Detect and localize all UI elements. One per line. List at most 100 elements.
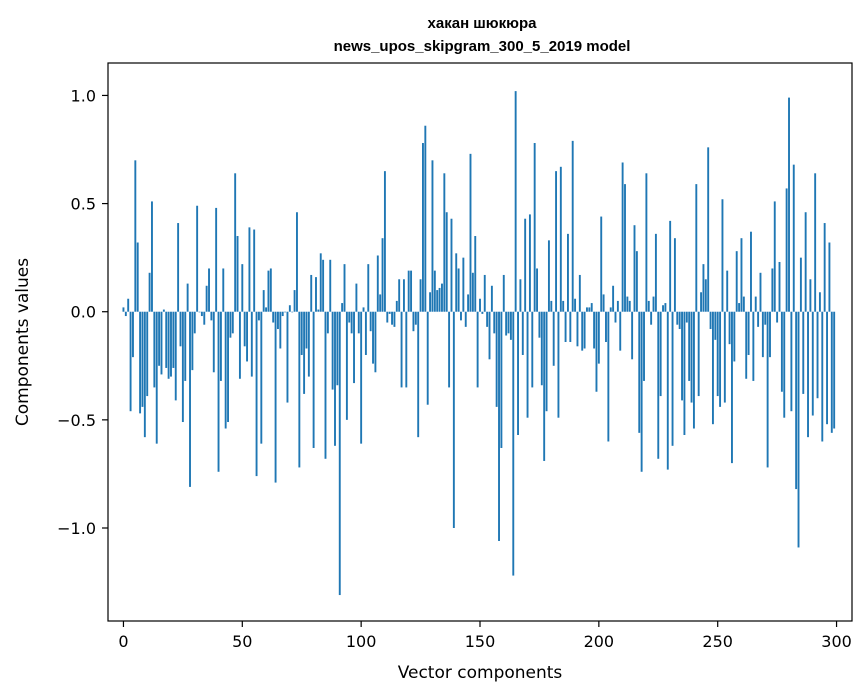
bar [626,296,629,312]
bar [407,270,410,312]
bar [735,251,738,312]
bar [200,311,203,317]
bar [569,311,572,342]
bar [600,216,603,312]
bar [533,143,536,312]
bar [436,290,439,312]
bar [305,311,308,349]
bar [393,311,396,327]
bar [586,307,588,312]
bar [540,311,543,386]
x-axis-ticks: 0 50 100 150 200 250 300 [118,621,852,651]
bar [531,311,534,388]
bar [262,290,265,312]
bar [557,311,560,418]
x-tick-label: 50 [232,632,252,651]
bar [274,311,277,483]
bar [552,311,555,366]
bar [307,311,310,377]
bar [721,199,724,312]
bar [795,311,798,490]
bar [662,305,664,312]
bar [217,311,220,472]
bar [766,311,769,468]
bar [288,305,291,312]
y-axis-label: Components values [13,258,33,426]
bar [391,311,393,325]
bar [833,311,836,429]
bar [773,201,776,312]
bar [562,300,565,312]
bar [609,307,612,312]
bar [360,311,363,444]
bar [265,307,268,312]
bar [547,240,550,312]
bar [257,311,260,321]
bar [286,311,289,403]
bar [414,311,417,325]
bar [605,311,607,342]
bar [709,311,712,330]
bar [769,311,771,358]
bar [191,311,194,371]
bar [505,311,508,336]
bar [277,311,279,330]
bar [246,311,248,362]
bar [657,311,660,459]
x-tick-label: 100 [346,632,377,651]
bar [162,309,165,312]
bar [597,311,600,364]
bar [695,184,698,312]
bar [711,311,714,425]
bar [172,311,175,368]
bar [129,311,132,412]
bar [821,311,824,442]
chart-subtitle: news_upos_skipgram_300_5_2019 model [334,38,631,55]
bar [719,311,722,407]
bar [823,223,826,312]
bar [317,309,320,312]
bar [502,274,505,312]
bar [184,311,187,381]
bar [571,140,574,312]
bar [612,285,615,312]
bar [602,294,605,312]
bar [181,311,184,423]
bar [388,311,391,314]
bar [198,311,201,313]
bar [759,272,762,312]
bar [383,171,386,312]
bar [723,311,726,403]
bar [151,201,153,312]
bar [267,270,270,312]
bar [296,212,298,312]
bar [253,229,256,312]
bar [448,311,451,388]
bar [134,160,137,312]
bar [697,311,700,397]
bar [146,311,149,397]
bar [248,227,251,312]
y-axis-ticks: −1.0 −0.5 0.0 0.5 1.0 [57,86,108,538]
bar [524,218,527,312]
bar [153,311,156,388]
bars-group [122,91,836,596]
bar [828,242,831,312]
bar [395,300,398,312]
bar [203,311,206,325]
bar [155,311,158,444]
bar [550,300,553,312]
bar [260,311,263,444]
bar [619,311,622,351]
bar [752,311,755,381]
bar [488,311,491,360]
y-tick-label: 0.5 [71,195,96,214]
bar [315,277,317,312]
bar [816,311,819,399]
bar [678,311,681,330]
bar [312,311,315,448]
bar [141,311,144,407]
bar [567,233,569,312]
bar [341,303,344,312]
